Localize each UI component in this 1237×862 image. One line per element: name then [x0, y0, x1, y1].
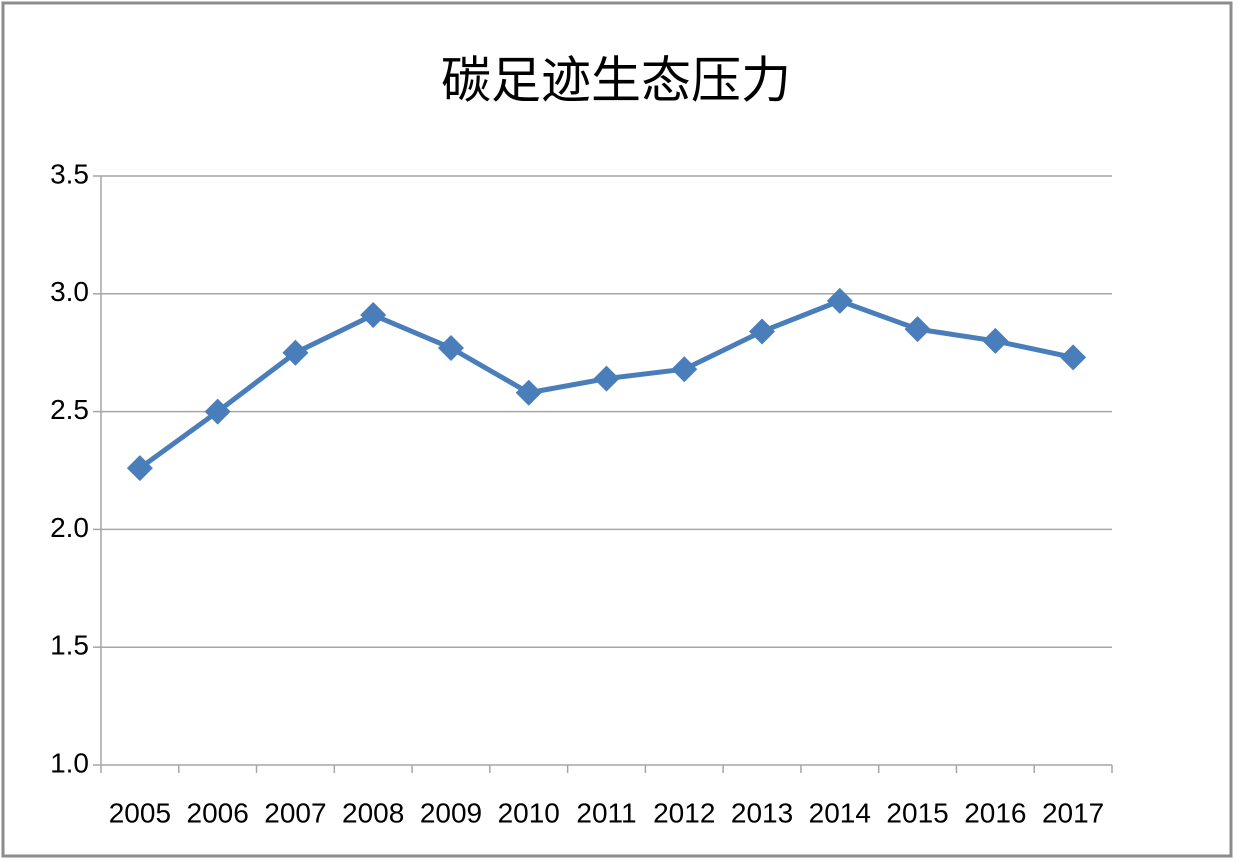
x-tick-label: 2013 — [731, 797, 793, 828]
data-point — [282, 339, 309, 366]
x-tick-label: 2005 — [109, 797, 171, 828]
x-tick-label: 2011 — [576, 797, 636, 828]
data-point — [982, 327, 1009, 354]
x-tick-label: 2016 — [964, 797, 1026, 828]
data-point — [204, 398, 231, 425]
data-point — [826, 287, 853, 314]
data-point — [904, 316, 931, 343]
x-tick-label: 2008 — [342, 797, 404, 828]
y-tick-label: 2.5 — [50, 394, 89, 425]
y-tick-label: 2.0 — [50, 512, 89, 543]
data-point — [593, 365, 620, 392]
y-tick-label: 3.0 — [50, 276, 89, 307]
x-tick-label: 2012 — [653, 797, 715, 828]
x-tick-label: 2006 — [187, 797, 249, 828]
y-tick-label: 1.0 — [50, 747, 89, 778]
data-point — [515, 379, 542, 406]
x-tick-label: 2017 — [1042, 797, 1104, 828]
data-point — [437, 334, 464, 361]
data-point — [1060, 344, 1087, 371]
data-point — [360, 302, 387, 329]
x-tick-label: 2014 — [809, 797, 871, 828]
x-tick-label: 2015 — [886, 797, 948, 828]
x-tick-label: 2007 — [264, 797, 326, 828]
data-point — [126, 455, 153, 482]
data-point — [671, 356, 698, 383]
y-tick-label: 3.5 — [50, 158, 89, 189]
x-tick-label: 2009 — [420, 797, 482, 828]
chart-title: 碳足迹生态压力 — [441, 52, 791, 110]
data-point — [749, 318, 776, 345]
x-tick-label: 2010 — [498, 797, 560, 828]
y-tick-label: 1.5 — [50, 630, 89, 661]
